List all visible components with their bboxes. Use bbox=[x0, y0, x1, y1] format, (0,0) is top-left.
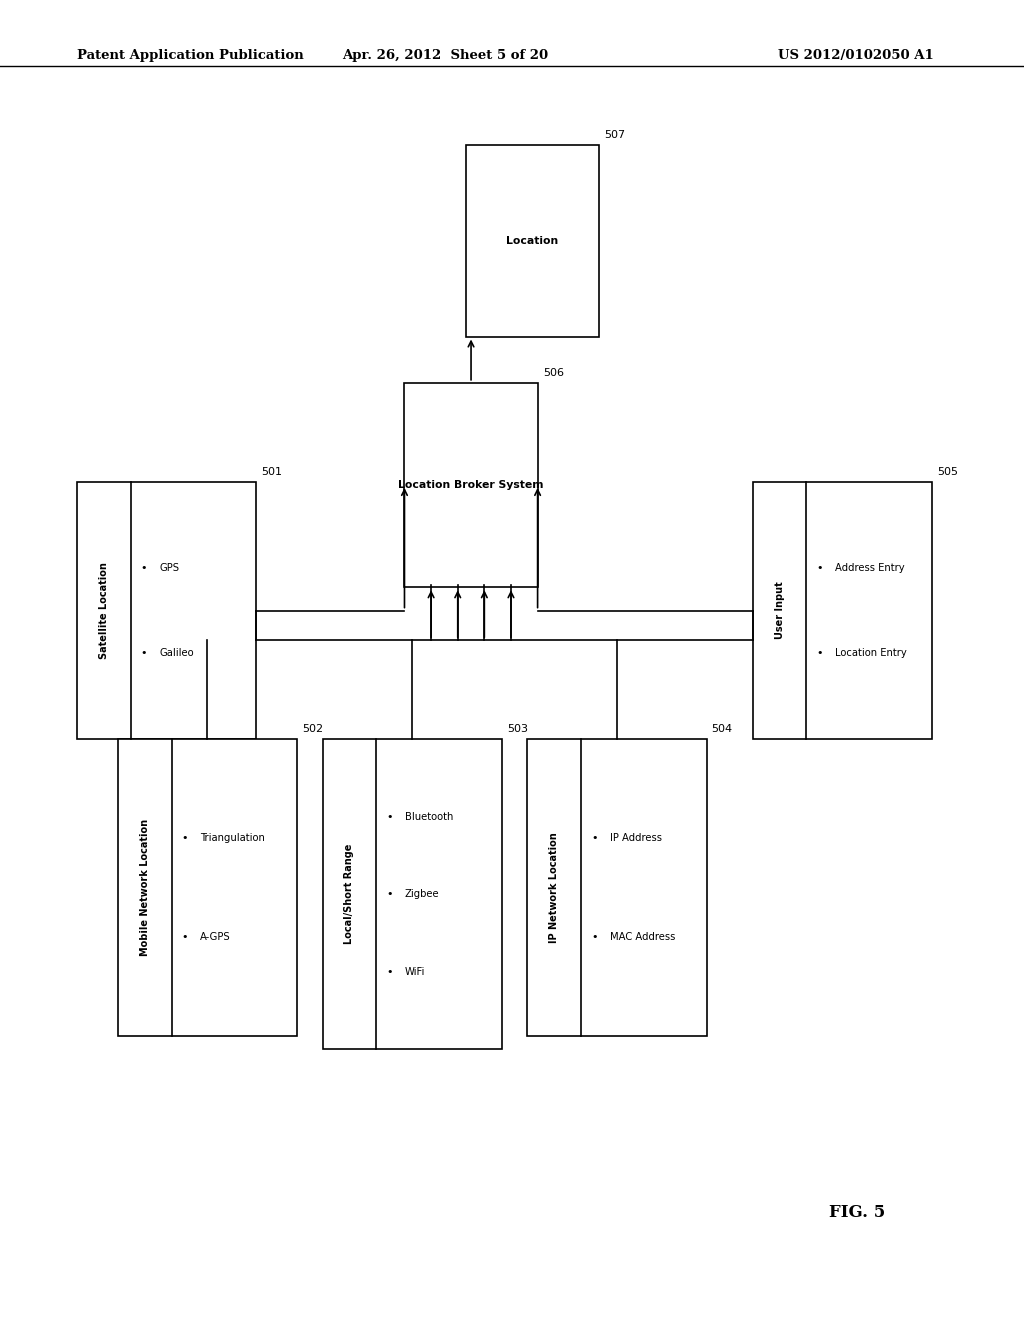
Text: A-GPS: A-GPS bbox=[201, 932, 230, 942]
Text: Local/Short Range: Local/Short Range bbox=[344, 843, 354, 945]
Text: 506: 506 bbox=[543, 367, 564, 378]
Text: IP Address: IP Address bbox=[610, 833, 662, 843]
Text: Patent Application Publication: Patent Application Publication bbox=[77, 49, 303, 62]
Text: Bluetooth: Bluetooth bbox=[406, 812, 454, 822]
Text: 502: 502 bbox=[302, 723, 324, 734]
Text: Apr. 26, 2012  Sheet 5 of 20: Apr. 26, 2012 Sheet 5 of 20 bbox=[342, 49, 549, 62]
Text: FIG. 5: FIG. 5 bbox=[829, 1204, 886, 1221]
Text: •: • bbox=[141, 648, 147, 659]
Text: •: • bbox=[387, 966, 393, 977]
Text: Address Entry: Address Entry bbox=[836, 562, 904, 573]
Text: •: • bbox=[387, 812, 393, 822]
Text: Location: Location bbox=[506, 236, 559, 246]
Text: Triangulation: Triangulation bbox=[201, 833, 265, 843]
Text: 504: 504 bbox=[712, 723, 733, 734]
Text: MAC Address: MAC Address bbox=[610, 932, 675, 942]
Text: •: • bbox=[592, 932, 598, 942]
Text: •: • bbox=[817, 562, 823, 573]
Text: •: • bbox=[182, 833, 188, 843]
Bar bbox=[404, 383, 538, 587]
Bar bbox=[323, 739, 502, 1049]
Text: •: • bbox=[182, 932, 188, 942]
Text: Satellite Location: Satellite Location bbox=[98, 562, 109, 659]
Bar bbox=[527, 739, 707, 1036]
Text: Zigbee: Zigbee bbox=[406, 890, 439, 899]
Text: 503: 503 bbox=[507, 723, 528, 734]
Text: IP Network Location: IP Network Location bbox=[549, 833, 559, 942]
Text: 501: 501 bbox=[261, 466, 283, 477]
Text: GPS: GPS bbox=[160, 562, 179, 573]
Bar bbox=[77, 482, 256, 739]
Text: US 2012/0102050 A1: US 2012/0102050 A1 bbox=[778, 49, 934, 62]
Text: User Input: User Input bbox=[774, 582, 784, 639]
Text: Galileo: Galileo bbox=[160, 648, 194, 659]
Text: Location Entry: Location Entry bbox=[836, 648, 907, 659]
Text: Mobile Network Location: Mobile Network Location bbox=[139, 820, 150, 956]
Text: 507: 507 bbox=[604, 129, 626, 140]
Text: Location Broker System: Location Broker System bbox=[398, 480, 544, 490]
Text: •: • bbox=[141, 562, 147, 573]
Bar bbox=[466, 145, 599, 337]
Text: •: • bbox=[387, 890, 393, 899]
Bar bbox=[753, 482, 932, 739]
Text: •: • bbox=[817, 648, 823, 659]
Text: WiFi: WiFi bbox=[406, 966, 425, 977]
Text: 505: 505 bbox=[937, 466, 958, 477]
Text: •: • bbox=[592, 833, 598, 843]
Bar bbox=[118, 739, 297, 1036]
